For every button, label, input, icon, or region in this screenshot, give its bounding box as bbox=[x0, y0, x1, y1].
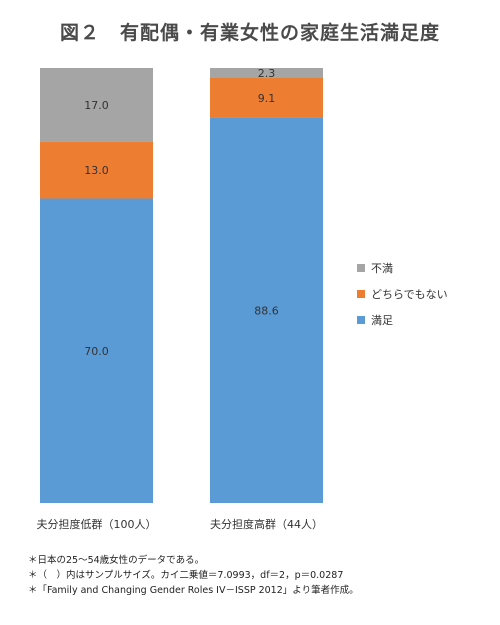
footnote: ＊（ ）内はサンプルサイズ。カイ二乗値＝7.0993，df＝2，p＝0.0287 bbox=[28, 570, 344, 581]
data-label: 17.0 bbox=[84, 99, 109, 112]
bar-segment bbox=[210, 68, 323, 79]
data-label: 2.3 bbox=[258, 67, 276, 80]
data-label: 88.6 bbox=[254, 304, 279, 317]
legend-swatch bbox=[357, 264, 365, 272]
bar-segment bbox=[40, 198, 153, 503]
category-label: 夫分担度高群（44人） bbox=[210, 517, 323, 531]
data-label: 9.1 bbox=[258, 92, 276, 105]
bar-segment bbox=[40, 68, 153, 142]
category-label: 夫分担度低群（100人） bbox=[37, 517, 157, 531]
legend-label: 満足 bbox=[371, 314, 393, 327]
legend-label: 不満 bbox=[371, 262, 393, 275]
bar-segment bbox=[40, 141, 153, 199]
data-label: 13.0 bbox=[84, 164, 109, 177]
bar-segment bbox=[210, 78, 323, 118]
legend-label: どちらでもない bbox=[371, 288, 448, 301]
chart-title: 図２ 有配偶・有業女性の家庭生活満足度 bbox=[59, 22, 440, 44]
bar-segment bbox=[210, 117, 323, 503]
data-label: 70.0 bbox=[84, 345, 109, 358]
footnote: ＊「Family and Changing Gender Roles IV－IS… bbox=[28, 585, 359, 596]
footnotes: ＊日本の25～54歳女性のデータである。 ＊（ ）内はサンプルサイズ。カイ二乗値… bbox=[28, 553, 359, 598]
legend-swatch bbox=[357, 316, 365, 324]
footnote: ＊日本の25～54歳女性のデータである。 bbox=[28, 555, 205, 566]
legend-swatch bbox=[357, 290, 365, 298]
